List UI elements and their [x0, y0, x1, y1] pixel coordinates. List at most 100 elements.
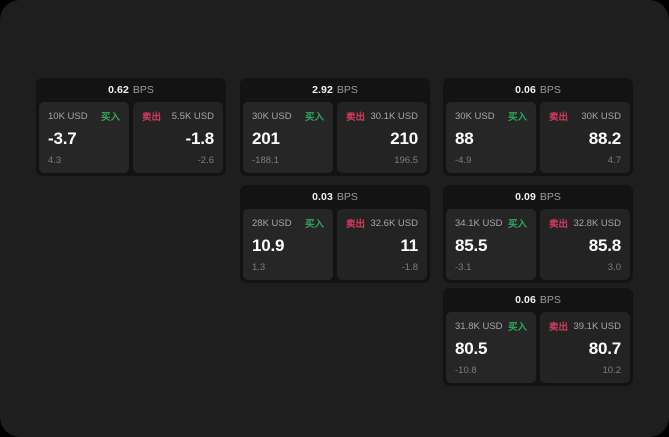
buy-size-label: 30K USD: [455, 110, 495, 122]
spread-card-board: 0.62 BPS 10K USD 买入 -3.7 4.3 5.5K: [36, 78, 636, 388]
buy-delta: -10.8: [455, 365, 477, 376]
buy-price: 10.9: [252, 236, 285, 255]
buy-panel[interactable]: 10K USD 买入 -3.7 4.3: [39, 102, 129, 173]
sell-delta: 10.2: [602, 365, 622, 376]
buy-panel-header: 30K USD 买入: [455, 110, 527, 124]
sell-delta: -1.8: [401, 262, 418, 273]
sell-panel-header: 5.5K USD 卖出: [142, 110, 214, 124]
buy-panel[interactable]: 28K USD 买入 10.9 1.3: [243, 209, 333, 280]
sell-delta: 3.0: [607, 262, 621, 273]
bps-value: 2.92: [312, 84, 333, 96]
sell-price: -1.8: [185, 129, 215, 148]
sell-tag: 卖出: [346, 219, 366, 230]
buy-panel[interactable]: 31.8K USD 买入 80.5 -10.8: [446, 312, 536, 383]
buy-tag: 买入: [304, 112, 324, 123]
buy-panel-header: 28K USD 买入: [252, 217, 324, 231]
buy-tag: 买入: [507, 112, 527, 123]
sell-panel[interactable]: 30.1K USD 卖出 210 196.5: [337, 102, 427, 173]
sell-panel-header: 39.1K USD 卖出: [549, 320, 621, 334]
sell-tag: 卖出: [346, 112, 366, 123]
sell-panel[interactable]: 5.5K USD 卖出 -1.8 -2.6: [133, 102, 223, 173]
spread-card[interactable]: 0.62 BPS 10K USD 买入 -3.7 4.3 5.5K: [36, 78, 226, 176]
buy-delta: 4.3: [48, 155, 62, 166]
buy-panel[interactable]: 34.1K USD 买入 85.5 -3.1: [446, 209, 536, 280]
buy-delta: -3.1: [455, 262, 472, 273]
sell-delta: 196.5: [394, 155, 418, 166]
sell-size-label: 30.1K USD: [370, 110, 418, 122]
buy-price: 85.5: [455, 236, 488, 255]
card-header: 0.06 BPS: [443, 78, 633, 102]
sell-size-label: 5.5K USD: [171, 110, 214, 122]
sell-panel-header: 30.1K USD 卖出: [346, 110, 418, 124]
card-body: 30K USD 买入 201 -188.1 30.1K USD 卖出 210 1…: [240, 102, 430, 176]
bps-unit-label: BPS: [539, 191, 561, 203]
spread-card[interactable]: 0.03 BPS 28K USD 买入 10.9 1.3 32.6K: [240, 185, 430, 283]
sell-panel[interactable]: 32.6K USD 卖出 11 -1.8: [337, 209, 427, 280]
buy-tag: 买入: [100, 112, 120, 123]
spread-card[interactable]: 2.92 BPS 30K USD 买入 201 -188.1 30.: [240, 78, 430, 176]
buy-panel-header: 31.8K USD 买入: [455, 320, 527, 334]
sell-delta: 4.7: [607, 155, 621, 166]
card-header: 2.92 BPS: [240, 78, 430, 102]
sell-price: 85.8: [588, 236, 621, 255]
buy-price: -3.7: [48, 129, 77, 148]
spread-card[interactable]: 0.06 BPS 31.8K USD 买入 80.5 -10.8 3: [443, 288, 633, 386]
bps-value: 0.03: [312, 191, 333, 203]
sell-price: 11: [400, 236, 418, 255]
sell-size-label: 39.1K USD: [573, 320, 621, 332]
sell-price: 88.2: [588, 129, 621, 148]
sell-size-label: 30K USD: [581, 110, 621, 122]
bps-unit-label: BPS: [336, 84, 358, 96]
sell-tag: 卖出: [549, 219, 569, 230]
bps-unit-label: BPS: [539, 84, 561, 96]
card-body: 28K USD 买入 10.9 1.3 32.6K USD 卖出 11 -1.8: [240, 209, 430, 283]
card-header: 0.06 BPS: [443, 288, 633, 312]
bps-value: 0.06: [515, 84, 536, 96]
bps-value: 0.62: [108, 84, 129, 96]
sell-tag: 卖出: [142, 112, 162, 123]
bps-unit-label: BPS: [336, 191, 358, 203]
bps-value: 0.06: [515, 294, 536, 306]
bps-unit-label: BPS: [132, 84, 154, 96]
card-body: 30K USD 买入 88 -4.9 30K USD 卖出 88.2 4.7: [443, 102, 633, 176]
bps-value: 0.09: [515, 191, 536, 203]
sell-price: 80.7: [588, 339, 621, 358]
buy-panel-header: 34.1K USD 买入: [455, 217, 527, 231]
sell-tag: 卖出: [549, 112, 569, 123]
buy-price: 80.5: [455, 339, 488, 358]
sell-panel[interactable]: 30K USD 卖出 88.2 4.7: [540, 102, 630, 173]
spread-card[interactable]: 0.06 BPS 30K USD 买入 88 -4.9 30K US: [443, 78, 633, 176]
sell-panel-header: 32.8K USD 卖出: [549, 217, 621, 231]
buy-size-label: 34.1K USD: [455, 217, 503, 229]
buy-size-label: 30K USD: [252, 110, 292, 122]
card-header: 0.09 BPS: [443, 185, 633, 209]
card-header: 0.62 BPS: [36, 78, 226, 102]
sell-delta: -2.6: [197, 155, 214, 166]
sell-size-label: 32.8K USD: [573, 217, 621, 229]
buy-panel-header: 10K USD 买入: [48, 110, 120, 124]
buy-panel-header: 30K USD 买入: [252, 110, 324, 124]
sell-panel-header: 32.6K USD 卖出: [346, 217, 418, 231]
card-header: 0.03 BPS: [240, 185, 430, 209]
sell-panel-header: 30K USD 卖出: [549, 110, 621, 124]
sell-price: 210: [390, 129, 418, 148]
buy-price: 201: [252, 129, 280, 148]
sell-tag: 卖出: [549, 322, 569, 333]
buy-delta: -188.1: [252, 155, 279, 166]
buy-delta: -4.9: [455, 155, 472, 166]
buy-delta: 1.3: [252, 262, 266, 273]
spread-card[interactable]: 0.09 BPS 34.1K USD 买入 85.5 -3.1 32: [443, 185, 633, 283]
buy-tag: 买入: [304, 219, 324, 230]
buy-panel[interactable]: 30K USD 买入 88 -4.9: [446, 102, 536, 173]
sell-panel[interactable]: 32.8K USD 卖出 85.8 3.0: [540, 209, 630, 280]
buy-price: 88: [455, 129, 474, 148]
buy-size-label: 28K USD: [252, 217, 292, 229]
sell-panel[interactable]: 39.1K USD 卖出 80.7 10.2: [540, 312, 630, 383]
sell-size-label: 32.6K USD: [370, 217, 418, 229]
buy-panel[interactable]: 30K USD 买入 201 -188.1: [243, 102, 333, 173]
card-body: 31.8K USD 买入 80.5 -10.8 39.1K USD 卖出 80.…: [443, 312, 633, 386]
buy-tag: 买入: [507, 219, 527, 230]
buy-tag: 买入: [507, 322, 527, 333]
card-body: 34.1K USD 买入 85.5 -3.1 32.8K USD 卖出 85.8…: [443, 209, 633, 283]
